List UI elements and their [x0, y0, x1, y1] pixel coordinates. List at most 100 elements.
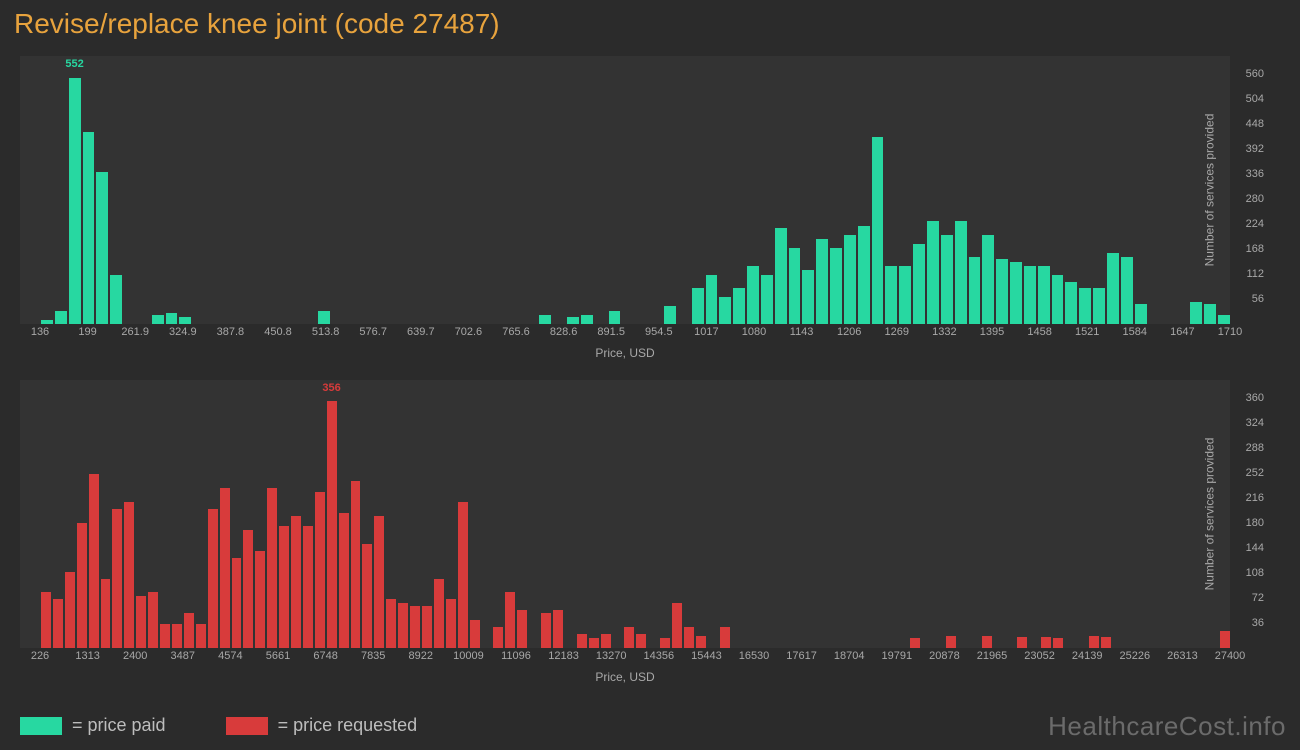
bar — [719, 297, 731, 324]
bar — [41, 592, 51, 648]
x-tick-label: 20878 — [929, 650, 960, 662]
bar — [636, 634, 646, 648]
x-tick-label: 1332 — [932, 326, 956, 338]
x-tick-label: 3487 — [171, 650, 195, 662]
xaxis-title-paid: Price, USD — [595, 346, 654, 360]
bar — [1017, 637, 1027, 648]
x-tick-label: 6748 — [313, 650, 337, 662]
bar — [899, 266, 911, 324]
bar — [458, 502, 468, 648]
x-tick-label: 639.7 — [407, 326, 435, 338]
bar — [684, 627, 694, 648]
x-tick-label: 226 — [31, 650, 49, 662]
page-title: Revise/replace knee joint (code 27487) — [0, 0, 1300, 40]
y-tick-label: 56 — [1252, 293, 1264, 305]
x-tick-label: 14356 — [644, 650, 675, 662]
x-tick-label: 27400 — [1215, 650, 1246, 662]
bar — [65, 572, 75, 648]
bar — [664, 306, 676, 324]
x-tick-label: 1584 — [1123, 326, 1147, 338]
bar — [148, 592, 158, 648]
x-tick-label: 261.9 — [121, 326, 149, 338]
bar — [913, 244, 925, 324]
bars-container-paid — [40, 74, 1230, 324]
x-tick-label: 19791 — [882, 650, 913, 662]
bar — [1220, 631, 1230, 648]
bar — [1079, 288, 1091, 324]
bar — [160, 624, 170, 648]
x-tick-label: 10009 — [453, 650, 484, 662]
bar — [589, 638, 599, 648]
yaxis-title-paid: Number of services provided — [1203, 114, 1217, 267]
xlabels-requested: 2261313240034874574566167487835892210009… — [40, 650, 1230, 666]
bar — [315, 492, 325, 648]
x-tick-label: 387.8 — [217, 326, 245, 338]
x-tick-label: 1269 — [885, 326, 909, 338]
y-tick-label: 448 — [1246, 118, 1264, 130]
bar — [1135, 304, 1147, 324]
x-tick-label: 23052 — [1024, 650, 1055, 662]
bar — [136, 596, 146, 648]
peak-label-paid: 552 — [65, 58, 83, 70]
bar — [624, 627, 634, 648]
bar — [775, 228, 787, 324]
bar — [761, 275, 773, 324]
bar — [844, 235, 856, 324]
bar — [1052, 275, 1064, 324]
bar — [720, 627, 730, 648]
y-tick-label: 72 — [1252, 592, 1264, 604]
x-tick-label: 1143 — [790, 326, 814, 338]
bar — [1041, 637, 1051, 648]
bar — [1204, 304, 1216, 324]
bar — [446, 599, 456, 648]
legend-item-requested: = price requested — [226, 715, 418, 736]
x-tick-label: 702.6 — [455, 326, 483, 338]
x-tick-label: 1313 — [75, 650, 99, 662]
x-tick-label: 1080 — [742, 326, 766, 338]
bar — [243, 530, 253, 648]
x-tick-label: 24139 — [1072, 650, 1103, 662]
x-tick-label: 891.5 — [597, 326, 625, 338]
bar — [1101, 637, 1111, 648]
bar — [541, 613, 551, 648]
y-tick-label: 112 — [1246, 268, 1264, 280]
bar — [339, 513, 349, 648]
legend-label-requested: = price requested — [278, 715, 418, 736]
legend-item-paid: = price paid — [20, 715, 166, 736]
y-tick-label: 560 — [1246, 68, 1264, 80]
y-tick-label: 168 — [1246, 243, 1264, 255]
bar — [816, 239, 828, 324]
bar — [955, 221, 967, 324]
bar — [398, 603, 408, 648]
bar — [927, 221, 939, 324]
bar — [946, 636, 956, 649]
bar — [69, 78, 81, 324]
bar — [220, 488, 230, 648]
bar — [941, 235, 953, 324]
y-tick-label: 336 — [1246, 168, 1264, 180]
bar — [493, 627, 503, 648]
y-tick-label: 224 — [1246, 218, 1264, 230]
bar — [53, 599, 63, 648]
bar — [609, 311, 621, 324]
bar — [351, 481, 361, 648]
bar — [184, 613, 194, 648]
y-tick-label: 504 — [1246, 93, 1264, 105]
bar — [179, 317, 191, 324]
bar — [232, 558, 242, 648]
bar — [505, 592, 515, 648]
y-tick-label: 252 — [1246, 467, 1264, 479]
legend: = price paid = price requested — [20, 715, 417, 736]
bar — [996, 259, 1008, 324]
bar — [858, 226, 870, 324]
bar — [969, 257, 981, 324]
bar — [362, 544, 372, 648]
x-tick-label: 199 — [78, 326, 96, 338]
x-tick-label: 21965 — [977, 650, 1008, 662]
bar — [581, 315, 593, 324]
bar — [601, 634, 611, 648]
bar — [1190, 302, 1202, 324]
x-tick-label: 25226 — [1120, 650, 1151, 662]
x-tick-label: 5661 — [266, 650, 290, 662]
xlabels-paid: 136199261.9324.9387.8450.8513.8576.7639.… — [40, 326, 1230, 342]
